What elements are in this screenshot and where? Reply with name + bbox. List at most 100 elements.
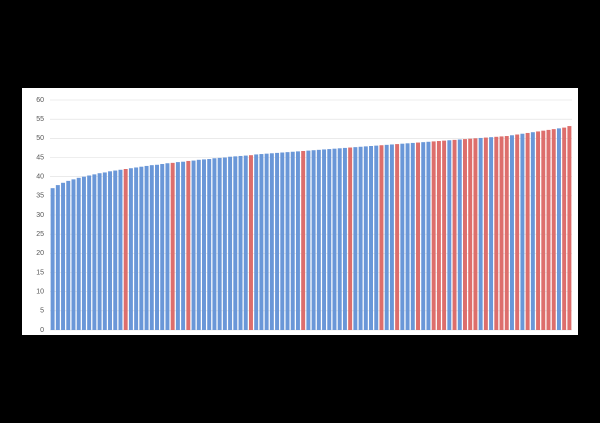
- bar: [243, 155, 248, 330]
- bar: [87, 175, 92, 330]
- bar: [71, 179, 76, 330]
- y-tick-label: 45: [36, 154, 44, 161]
- bar: [525, 132, 530, 330]
- bar: [196, 159, 201, 330]
- bar: [483, 137, 488, 330]
- bar: [369, 146, 374, 330]
- bar: [468, 138, 473, 330]
- bar: [202, 159, 206, 330]
- bar: [175, 162, 180, 330]
- bar: [395, 144, 400, 330]
- y-tick-label: 0: [40, 327, 44, 334]
- bar: [520, 133, 525, 330]
- bar: [92, 174, 97, 330]
- bar: [97, 173, 102, 330]
- bar: [353, 147, 358, 330]
- bar: [374, 145, 379, 330]
- bar: [275, 152, 280, 330]
- bar: [181, 161, 186, 330]
- bar: [55, 185, 60, 330]
- bar: [530, 132, 535, 330]
- bar: [358, 146, 363, 330]
- bar: [306, 150, 311, 330]
- bar: [342, 147, 347, 330]
- bar: [348, 147, 353, 330]
- bar: [421, 142, 426, 330]
- y-tick-label: 40: [36, 174, 44, 181]
- bar: [389, 144, 394, 330]
- bar: [108, 171, 113, 330]
- bar: [478, 137, 483, 330]
- bar: [494, 136, 499, 330]
- bar: [442, 140, 447, 330]
- bar: [269, 153, 274, 330]
- bar: [541, 130, 546, 330]
- bar: [280, 152, 285, 330]
- y-tick-label: 20: [36, 250, 44, 257]
- bar: [457, 139, 462, 330]
- bar: [515, 134, 520, 330]
- bar: [160, 164, 165, 330]
- bar: [66, 180, 71, 330]
- bar: [509, 135, 514, 330]
- bar: [316, 149, 321, 330]
- bar: [400, 143, 405, 330]
- bar: [556, 128, 561, 330]
- bar: [379, 145, 384, 330]
- bar: [238, 155, 243, 330]
- bar: [233, 156, 238, 330]
- bar: [295, 151, 300, 330]
- bar: [384, 144, 389, 330]
- y-tick-label: 15: [36, 269, 44, 276]
- bar: [426, 141, 431, 330]
- bar: [322, 149, 327, 330]
- bar: [217, 157, 222, 330]
- bar: [301, 150, 306, 330]
- bar: [546, 129, 551, 330]
- bar: [228, 156, 233, 330]
- bar: [337, 148, 342, 330]
- bar: [489, 137, 494, 330]
- bar: [264, 153, 269, 330]
- bar: [165, 163, 170, 330]
- bar: [61, 182, 66, 330]
- bar: [567, 126, 572, 330]
- bar: [170, 162, 175, 330]
- bar: [536, 131, 541, 330]
- bar: [562, 127, 567, 330]
- bar: [447, 140, 452, 330]
- bar: [191, 160, 196, 330]
- bar: [504, 136, 509, 330]
- bar: [452, 139, 457, 330]
- bar: [212, 158, 217, 330]
- bar: [363, 146, 368, 330]
- y-tick-label: 35: [36, 193, 44, 200]
- bar: [128, 168, 133, 330]
- bar: [436, 141, 441, 330]
- bar: [285, 152, 290, 330]
- bar: [155, 164, 159, 330]
- bar: [405, 143, 410, 330]
- bar: [186, 160, 191, 330]
- bar: [144, 165, 149, 330]
- bar: [259, 154, 264, 330]
- bar: [123, 169, 128, 330]
- bar: [327, 149, 332, 330]
- bar: [50, 188, 55, 330]
- y-tick-label: 10: [36, 289, 44, 296]
- bar: [431, 141, 436, 330]
- y-tick-label: 60: [36, 97, 44, 104]
- bar: [222, 157, 227, 330]
- y-tick-label: 30: [36, 212, 44, 219]
- bar: [76, 177, 81, 330]
- bar: [416, 142, 420, 330]
- bar: [311, 150, 316, 330]
- bar: [81, 176, 86, 330]
- y-tick-label: 25: [36, 231, 44, 238]
- y-tick-label: 50: [36, 135, 44, 142]
- bar: [499, 136, 504, 330]
- bar: [551, 129, 556, 330]
- bar: [118, 169, 123, 330]
- bar: [134, 167, 139, 330]
